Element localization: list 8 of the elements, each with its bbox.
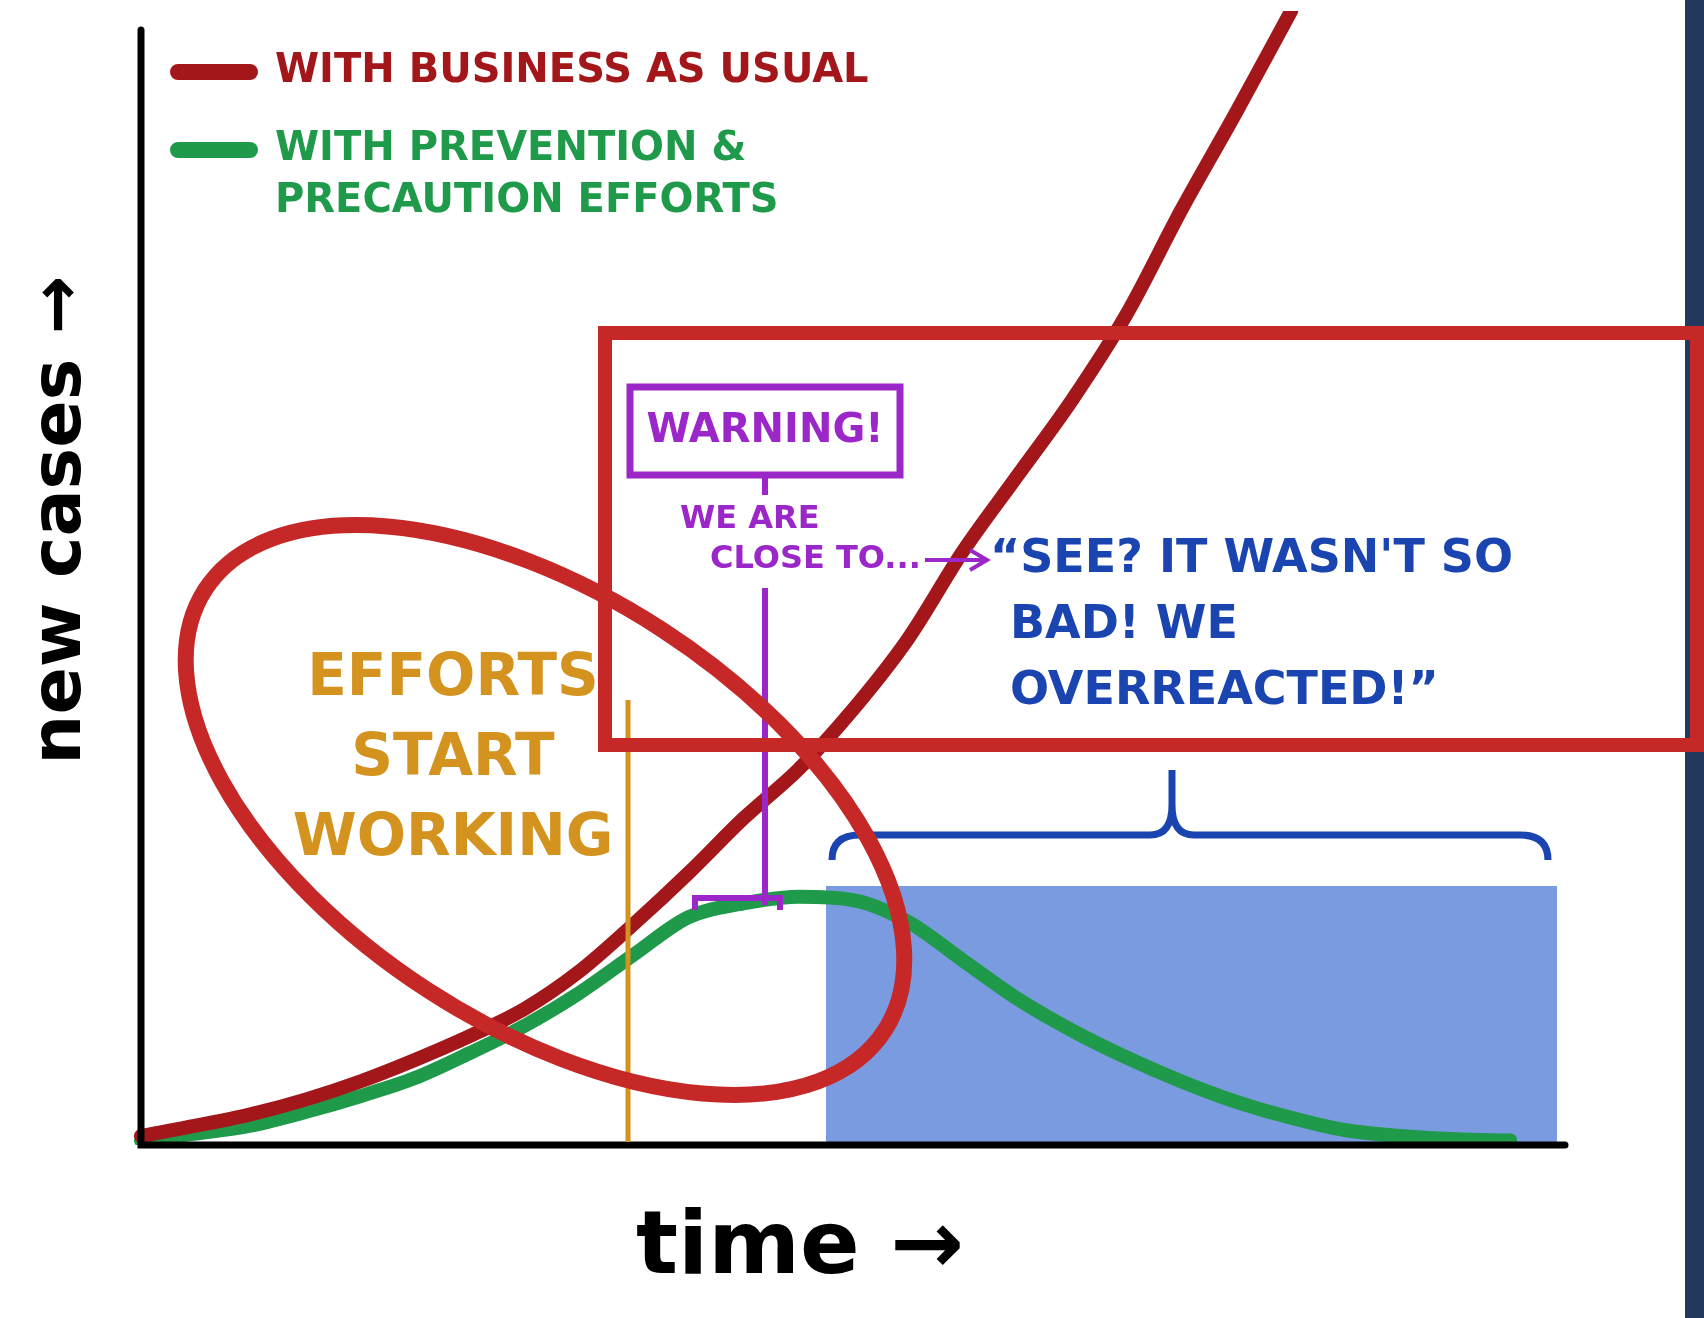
x-axis-title: time →: [636, 1190, 964, 1294]
legend-label: WITH PREVENTION & PRECAUTION EFFORTS: [275, 123, 779, 222]
legend-label: WITH BUSINESS AS USUAL: [275, 45, 869, 92]
annotation: “SEE? IT WASN'T SO BAD! WE OVERREACTED!”: [990, 528, 1514, 715]
y-axis-title: new cases →: [15, 275, 98, 765]
annotation: EFFORTS START WORKING: [292, 641, 614, 870]
annotation: WE ARE CLOSE TO...: [680, 498, 921, 577]
annotation: WARNING!: [646, 405, 884, 452]
